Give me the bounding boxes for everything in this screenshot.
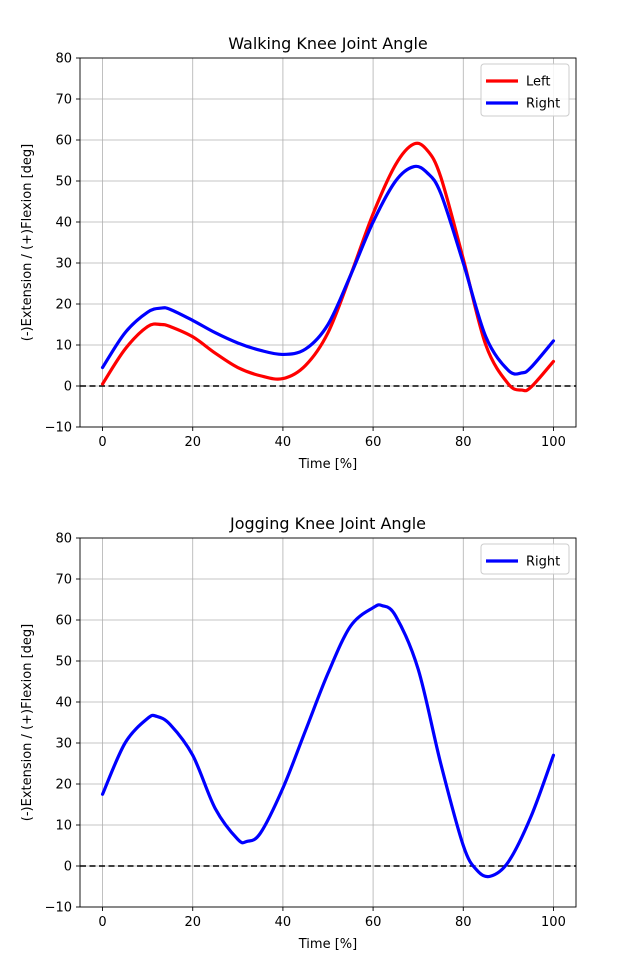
y-axis-label: (-)Extension / (+)Flexion [deg] xyxy=(20,624,35,821)
series-line-right xyxy=(100,164,556,376)
y-tick-label: 70 xyxy=(55,573,72,588)
legend: Left Right xyxy=(480,63,570,117)
y-tick-label: 70 xyxy=(55,93,72,108)
axes-frame xyxy=(79,537,577,908)
x-axis-label: Time [%] xyxy=(298,457,357,472)
y-tick-label: 40 xyxy=(55,696,72,711)
x-tick-label: 100 xyxy=(541,435,566,450)
y-tick-label: 50 xyxy=(55,175,72,190)
y-tick-label: 10 xyxy=(55,339,72,354)
y-tick-label: 30 xyxy=(55,737,72,752)
y-tick-label: 80 xyxy=(55,52,72,67)
chart-title: Walking Knee Joint Angle xyxy=(228,34,428,53)
y-tick-label: 20 xyxy=(55,778,72,793)
legend-label-right: Right xyxy=(526,97,560,112)
y-tick-label: 40 xyxy=(55,216,72,231)
legend-label-left: Left xyxy=(526,75,550,90)
x-tick-label: 80 xyxy=(455,435,472,450)
y-tick-label: 0 xyxy=(64,860,72,875)
x-tick-label: 20 xyxy=(184,435,201,450)
x-tick-label: 0 xyxy=(98,435,106,450)
legend-label-right: Right xyxy=(526,555,560,570)
y-tick-label: 80 xyxy=(55,532,72,547)
axes-frame xyxy=(79,57,577,428)
y-tick-label: 20 xyxy=(55,298,72,313)
x-tick-label: 40 xyxy=(275,915,292,930)
y-tick-label: 50 xyxy=(55,655,72,670)
x-tick-label: 20 xyxy=(184,915,201,930)
x-tick-label: 60 xyxy=(365,435,382,450)
y-tick-label: 10 xyxy=(55,819,72,834)
jogging-knee-chart: 0 20 40 60 80 100 −10 0 10 20 30 40 50 60 70 80 Jogging … xyxy=(20,514,577,952)
walking-knee-chart: 0 20 40 60 80 100 −10 0 10 20 30 40 50 60 70 80 Walking … xyxy=(20,34,577,472)
x-tick-label: 60 xyxy=(365,915,382,930)
y-tick-label: −10 xyxy=(45,901,72,916)
chart-title: Jogging Knee Joint Angle xyxy=(229,514,426,533)
y-tick-label: 30 xyxy=(55,257,72,272)
x-axis-label: Time [%] xyxy=(298,937,357,952)
y-tick-label: 60 xyxy=(55,134,72,149)
y-axis-label: (-)Extension / (+)Flexion [deg] xyxy=(20,144,35,341)
x-tick-label: 100 xyxy=(541,915,566,930)
x-tick-label: 40 xyxy=(275,435,292,450)
legend-box xyxy=(480,543,570,575)
plot-area xyxy=(100,141,556,393)
y-tick-label: 0 xyxy=(64,380,72,395)
plot-area xyxy=(100,603,556,879)
y-tick-label: −10 xyxy=(45,421,72,436)
series-line-right xyxy=(100,603,556,879)
x-tick-label: 0 xyxy=(98,915,106,930)
x-tick-label: 80 xyxy=(455,915,472,930)
y-tick-label: 60 xyxy=(55,614,72,629)
legend: Right xyxy=(480,543,570,575)
